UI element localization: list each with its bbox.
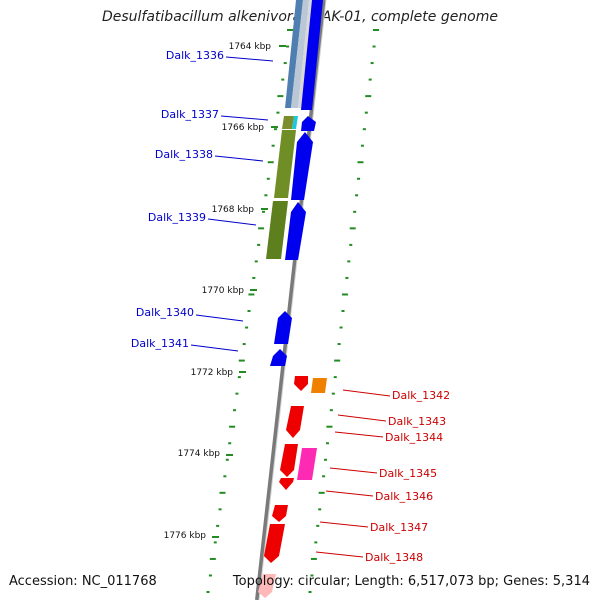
cog-block-1339 <box>266 201 288 259</box>
leader-dalk-1343 <box>337 414 387 422</box>
tick-label-1772: 1772 kbp <box>191 368 234 378</box>
gene-dalk-1348[interactable] <box>264 524 285 563</box>
leader-dalk-1346 <box>325 490 374 497</box>
gc-dash-tracks <box>206 29 379 593</box>
leader-dalk-1340 <box>195 314 244 322</box>
label-dalk-1341[interactable]: Dalk_1341 <box>131 337 189 350</box>
tick-label-1770: 1770 kbp <box>202 286 245 296</box>
leader-dalk-1337 <box>220 115 269 121</box>
label-dalk-1336[interactable]: Dalk_1336 <box>166 49 224 62</box>
topology-text: Topology: circular; Length: 6,517,073 bp… <box>232 574 590 589</box>
cog-block-1345-pink <box>297 448 317 480</box>
cog-block-1342-orange <box>311 378 327 393</box>
leader-dalk-1339 <box>207 218 257 226</box>
gene-dalk-1347[interactable] <box>272 505 288 522</box>
gene-dalk-1339[interactable] <box>285 202 306 260</box>
genome-backbone-highlight <box>258 0 327 600</box>
leader-dalk-1341 <box>190 344 239 352</box>
label-dalk-1346[interactable]: Dalk_1346 <box>375 490 433 503</box>
tick-label-1776: 1776 kbp <box>164 531 207 541</box>
leader-dalk-1338 <box>214 155 264 162</box>
gene-dalk-1345[interactable] <box>279 478 294 490</box>
kbp-tick-labels: 1764 kbp 1766 kbp 1768 kbp 1770 kbp 1772… <box>164 42 272 541</box>
gene-dalk-1341[interactable] <box>270 349 287 366</box>
gene-dalk-1338[interactable] <box>291 132 313 200</box>
leader-dalk-1345 <box>329 467 378 474</box>
accession-text: Accession: NC_011768 <box>9 574 157 589</box>
tick-label-1764: 1764 kbp <box>229 42 272 52</box>
label-dalk-1339[interactable]: Dalk_1339 <box>148 211 206 224</box>
cog-band-gray <box>298 0 313 108</box>
leader-dalk-1348 <box>315 551 364 558</box>
gene-partial-bottom <box>258 574 276 598</box>
cog-band-blue <box>285 0 303 108</box>
tick-label-1768: 1768 kbp <box>212 205 255 215</box>
leader-dalk-1347 <box>319 521 369 528</box>
label-dalk-1340[interactable]: Dalk_1340 <box>136 306 194 319</box>
gene-dalk-1343[interactable] <box>286 406 304 438</box>
label-dalk-1343[interactable]: Dalk_1343 <box>388 415 446 428</box>
label-dalk-1348[interactable]: Dalk_1348 <box>365 551 423 564</box>
gene-dalk-1342[interactable] <box>294 376 308 391</box>
label-dalk-1337[interactable]: Dalk_1337 <box>161 108 219 121</box>
forward-gene-labels: Dalk_1336 Dalk_1337 Dalk_1338 Dalk_1339 … <box>131 49 274 352</box>
label-dalk-1347[interactable]: Dalk_1347 <box>370 521 428 534</box>
kbp-tick-marks <box>212 45 286 538</box>
cog-band-light <box>291 0 309 108</box>
gene-dalk-1344[interactable] <box>280 444 298 477</box>
tick-label-1766: 1766 kbp <box>222 123 265 133</box>
cog-block-1337-cyan <box>292 116 298 129</box>
reverse-gene-labels: Dalk_1342 Dalk_1343 Dalk_1344 Dalk_1345 … <box>315 389 450 564</box>
leader-dalk-1342 <box>342 389 391 397</box>
gene-dalk-1337[interactable] <box>301 116 316 131</box>
label-dalk-1344[interactable]: Dalk_1344 <box>385 431 443 444</box>
gene-dalk-1336[interactable] <box>301 0 323 110</box>
tick-label-1774: 1774 kbp <box>178 449 221 459</box>
gene-dalk-1340[interactable] <box>274 311 292 344</box>
label-dalk-1342[interactable]: Dalk_1342 <box>392 389 450 402</box>
leader-dalk-1336 <box>225 56 274 62</box>
cog-block-1338 <box>274 130 296 198</box>
leader-dalk-1344 <box>334 431 384 438</box>
cog-block-1337-olive <box>282 116 294 129</box>
label-dalk-1338[interactable]: Dalk_1338 <box>155 148 213 161</box>
label-dalk-1345[interactable]: Dalk_1345 <box>379 467 437 480</box>
